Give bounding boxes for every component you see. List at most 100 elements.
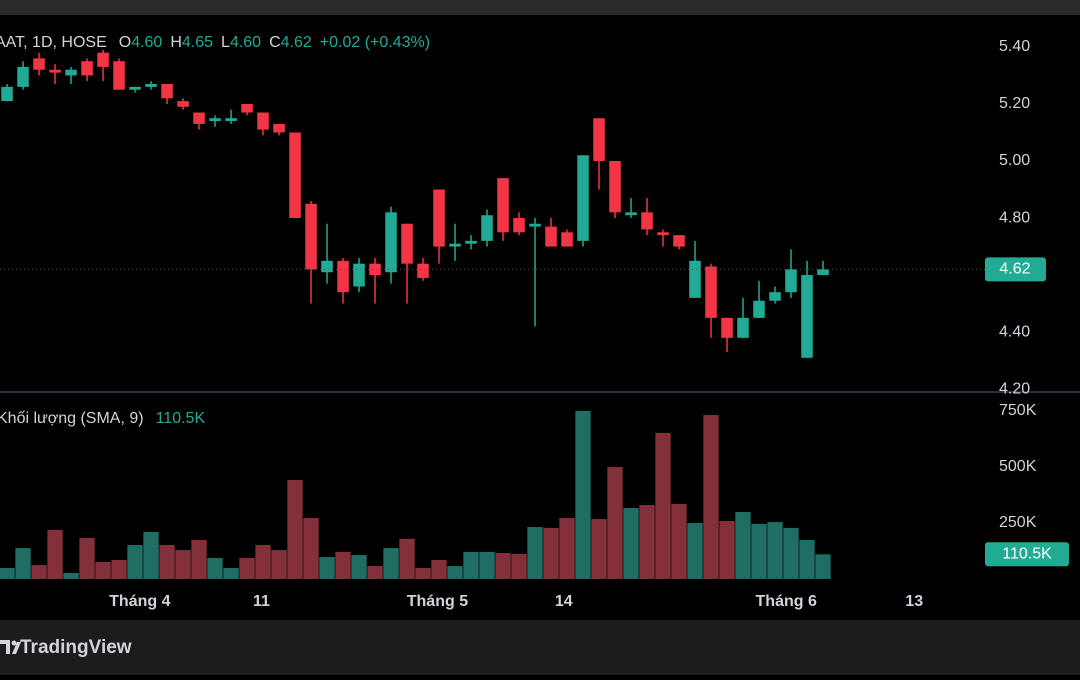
candle-body: [337, 260, 349, 293]
ohlc-key: O: [119, 34, 131, 51]
candle-body: [433, 189, 445, 247]
volume-bar: [143, 531, 159, 579]
candle-body: [401, 223, 413, 264]
last-price-label: 4.62: [999, 261, 1030, 278]
x-tick-label: Tháng 4: [109, 593, 170, 610]
candle-body: [177, 101, 189, 107]
y-tick-label: 4.40: [999, 323, 1030, 340]
volume-bar: [383, 548, 399, 579]
candle-body: [609, 161, 621, 213]
candle-body: [33, 58, 45, 70]
volume-bar: [783, 527, 799, 579]
volume-bar: [15, 548, 31, 579]
volume-bar: [303, 518, 319, 579]
volume-bar: [607, 466, 623, 579]
volume-bar: [63, 572, 79, 579]
candle-body: [561, 232, 573, 247]
volume-bar: [47, 529, 63, 579]
sma-tag: [985, 542, 1069, 567]
volume-bar: [591, 518, 607, 579]
candle-body: [753, 300, 765, 318]
volume-bar: [255, 544, 271, 579]
volume-bar: [159, 544, 175, 579]
candle-body: [289, 132, 301, 219]
candle-body: [497, 178, 509, 233]
candle-body: [801, 275, 813, 358]
volume-bar: [511, 553, 527, 579]
volume-bar: [447, 566, 463, 579]
volume-bar: [479, 551, 495, 579]
candle-body: [193, 112, 205, 124]
volume-bar: [575, 410, 591, 579]
volume-bar: [559, 518, 575, 579]
candle-body: [1, 86, 13, 102]
x-tick-label: 14: [555, 593, 573, 610]
volume-bar: [415, 568, 431, 579]
volume-bar: [287, 479, 303, 579]
volume-bar: [0, 568, 15, 579]
volume-bar: [735, 511, 751, 579]
volume-bar: [111, 559, 127, 579]
volume-bar: [351, 555, 367, 579]
y-tick-label: 4.80: [999, 209, 1030, 226]
volume-bar: [799, 540, 815, 579]
candle-body: [705, 266, 717, 318]
volume-bar: [431, 559, 447, 579]
y-tick-label: 250K: [999, 514, 1037, 531]
volume-bar: [271, 550, 287, 579]
candle-body: [465, 240, 477, 244]
volume-bar: [767, 522, 783, 579]
y-tick-label: 5.40: [999, 38, 1030, 55]
candle-body: [145, 84, 157, 87]
volume-legend: Khối lượng (SMA, 9) 110.5K: [0, 410, 205, 427]
y-tick-label: 5.20: [999, 95, 1030, 112]
symbol: AAT, 1D, HOSE: [0, 34, 107, 51]
candle-body: [129, 86, 141, 90]
candle-body: [689, 260, 701, 298]
candle-body: [673, 235, 685, 247]
x-tick-label: Tháng 5: [407, 593, 468, 610]
ohlc-key: L: [221, 34, 230, 51]
candle-body: [817, 269, 829, 276]
volume-bar: [79, 537, 95, 579]
volume-title: Khối lượng (SMA, 9): [0, 410, 144, 427]
candle-body: [545, 226, 557, 247]
candle-body: [513, 218, 525, 233]
candle-body: [625, 212, 637, 216]
ohlc-legend: AAT, 1D, HOSE O4.60 H4.65 L4.60 C4.62 +0.02 (…: [0, 34, 430, 51]
candle-body: [737, 317, 749, 338]
volume-bar: [623, 507, 639, 579]
volume-bar: [31, 565, 47, 579]
volume-sma-value: 110.5K: [156, 410, 206, 427]
volume-bar: [399, 538, 415, 579]
candle-body: [209, 118, 221, 122]
candle-body: [257, 112, 269, 130]
candle-body: [113, 61, 125, 90]
volume-bar: [319, 557, 335, 579]
volume-bar: [335, 551, 351, 579]
candle-body: [81, 61, 93, 76]
candle-body: [273, 123, 285, 133]
ohlc-value: 4.60: [131, 34, 162, 51]
volume-bar: [127, 544, 143, 579]
volume-bar: [463, 551, 479, 579]
candle-body: [225, 118, 237, 122]
volume-bar: [367, 566, 383, 579]
volume-bar: [671, 503, 687, 579]
y-tick-label: 750K: [999, 402, 1037, 419]
candle-body: [97, 52, 109, 67]
sma-label: 110.5K: [1002, 545, 1052, 562]
volume-bar: [175, 550, 191, 579]
candle-body: [17, 66, 29, 87]
candle-body: [161, 84, 173, 99]
volume-bar: [719, 520, 735, 579]
volume-bar: [687, 522, 703, 579]
volume-bar: [815, 554, 831, 579]
candle-body: [417, 263, 429, 278]
candle-body: [721, 317, 733, 338]
x-tick-label: 13: [905, 593, 923, 610]
candle-body: [785, 269, 797, 293]
ohlc-key: C: [269, 34, 281, 51]
